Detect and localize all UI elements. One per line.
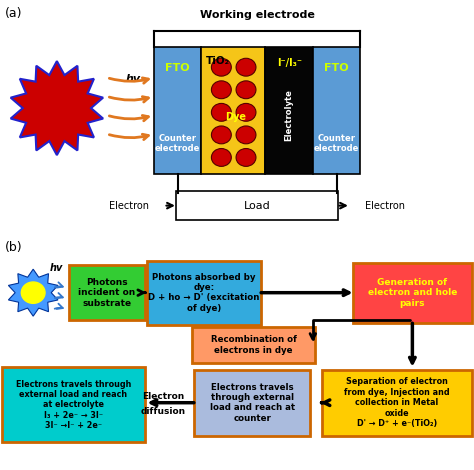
Ellipse shape <box>211 126 231 144</box>
Text: Generation of
electron and hole
pairs: Generation of electron and hole pairs <box>368 278 457 307</box>
Ellipse shape <box>236 126 256 144</box>
Text: TiO₂: TiO₂ <box>206 56 230 66</box>
Ellipse shape <box>211 103 231 121</box>
FancyBboxPatch shape <box>313 47 360 174</box>
Text: (a): (a) <box>5 7 22 20</box>
Ellipse shape <box>236 149 256 166</box>
Text: Separation of electron
from dye, Injection and
collection in Metal
oxide
D' → D⁺: Separation of electron from dye, Injecti… <box>344 377 450 428</box>
FancyBboxPatch shape <box>176 191 338 220</box>
FancyBboxPatch shape <box>69 265 145 321</box>
Text: FTO: FTO <box>324 63 349 73</box>
FancyBboxPatch shape <box>353 263 472 322</box>
Polygon shape <box>9 269 58 316</box>
Ellipse shape <box>211 58 231 76</box>
Text: (b): (b) <box>5 242 22 254</box>
Ellipse shape <box>236 58 256 76</box>
Text: FTO: FTO <box>165 63 190 73</box>
Ellipse shape <box>211 149 231 166</box>
Text: Electron: Electron <box>365 201 405 211</box>
FancyBboxPatch shape <box>265 47 313 174</box>
FancyBboxPatch shape <box>147 261 261 325</box>
Text: Electron: Electron <box>109 201 149 211</box>
Text: Counter
electrode: Counter electrode <box>155 133 201 153</box>
Text: Electrons travels through
external load and reach
at electrolyte
I₃ + 2e⁻ → 3I⁻
: Electrons travels through external load … <box>16 380 131 430</box>
Text: Load: Load <box>244 201 271 211</box>
Text: Counter
electrode: Counter electrode <box>314 133 359 153</box>
Text: Photons absorbed by
dye:
D + ho → D' (excitation
of dye): Photons absorbed by dye: D + ho → D' (ex… <box>148 273 259 313</box>
Text: Working electrode: Working electrode <box>200 10 315 20</box>
Circle shape <box>21 282 45 303</box>
Text: Photons
incident on
substrate: Photons incident on substrate <box>78 278 135 307</box>
FancyBboxPatch shape <box>192 327 315 363</box>
Text: Electrons travels
through external
load and reach at
counter: Electrons travels through external load … <box>210 383 295 423</box>
Text: hv: hv <box>126 74 141 84</box>
Text: hv: hv <box>50 263 63 274</box>
Ellipse shape <box>236 81 256 99</box>
FancyBboxPatch shape <box>201 47 265 174</box>
FancyBboxPatch shape <box>154 47 201 174</box>
Text: Electrolyte: Electrolyte <box>285 89 293 141</box>
Text: Electron: Electron <box>142 392 185 401</box>
Ellipse shape <box>211 81 231 99</box>
Text: I⁻/I₃⁻: I⁻/I₃⁻ <box>277 58 301 69</box>
Text: Dye: Dye <box>225 112 246 122</box>
Text: Recombination of
electrons in dye: Recombination of electrons in dye <box>210 335 297 355</box>
FancyBboxPatch shape <box>322 369 472 436</box>
Polygon shape <box>11 61 103 155</box>
Ellipse shape <box>236 103 256 121</box>
Text: diffusion: diffusion <box>141 407 186 416</box>
FancyBboxPatch shape <box>194 369 310 436</box>
FancyBboxPatch shape <box>2 368 145 442</box>
